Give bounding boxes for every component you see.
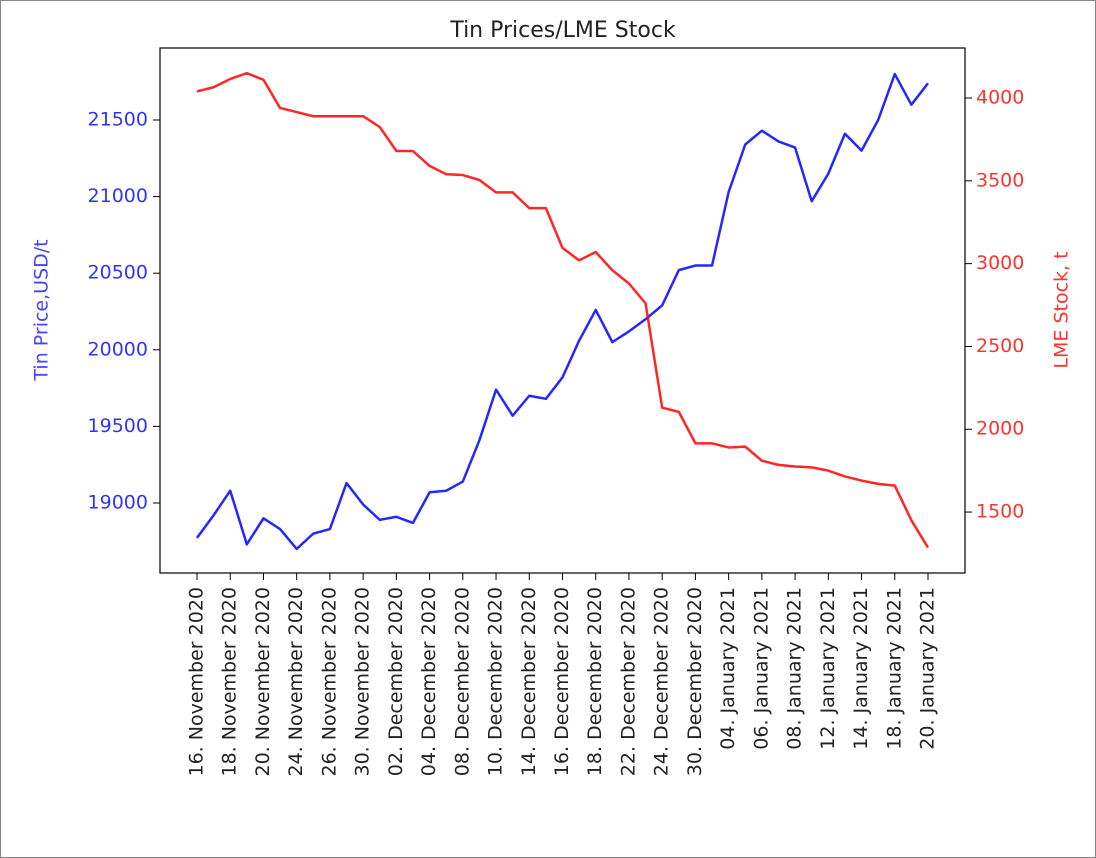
data-line (195, 72, 929, 551)
x-tick-label: 02. December 2020 (385, 587, 407, 776)
x-tick-label: 24. November 2020 (285, 587, 307, 777)
plot-frame (159, 47, 966, 574)
y-axis-label: Tin Price,USD/t (31, 239, 53, 381)
x-tick-label: 08. December 2020 (451, 587, 473, 776)
x-tick-label: 06. January 2021 (750, 587, 772, 750)
y2-tick-label: 2500 (976, 335, 1024, 357)
x-tick-label: 04. December 2020 (418, 587, 440, 776)
y-tick-label: 20500 (88, 262, 148, 284)
x-tick-label: 24. December 2020 (651, 587, 673, 776)
y-tick-label: 19500 (88, 415, 148, 437)
x-tick-label: 18. January 2021 (883, 587, 905, 750)
x-tick-label: 20. January 2021 (917, 587, 939, 750)
x-tick-label: 12. January 2021 (817, 587, 839, 750)
y2-tick-label: 4000 (976, 87, 1024, 109)
x-tick-label: 14. December 2020 (518, 587, 540, 776)
y2-tick-label: 3500 (976, 169, 1024, 191)
y2-axis-label: LME Stock, t (1051, 251, 1073, 368)
y2-tick-label: 3000 (976, 252, 1024, 274)
x-tick-label: 16. November 2020 (186, 587, 208, 777)
x-tick-label: 20. November 2020 (252, 587, 274, 777)
x-tick-label: 16. December 2020 (551, 587, 573, 776)
x-tick-label: 18. November 2020 (219, 587, 241, 777)
x-tick-label: 10. December 2020 (485, 587, 507, 776)
y-tick-label: 21000 (88, 185, 148, 207)
y-tick-label: 19000 (88, 491, 148, 513)
x-tick-label: 26. November 2020 (318, 587, 340, 777)
chart-title: Tin Prices/LME Stock (449, 18, 676, 43)
y-tick-label: 20000 (88, 338, 148, 360)
data-line (196, 71, 930, 549)
x-tick-label: 30. November 2020 (352, 587, 374, 777)
x-tick-label: 30. December 2020 (684, 587, 706, 776)
x-tick-label: 04. January 2021 (717, 587, 739, 750)
y2-tick-label: 1500 (976, 501, 1024, 523)
x-tick-label: 22. December 2020 (617, 587, 639, 776)
x-tick-label: 14. January 2021 (850, 587, 872, 750)
x-tick-label: 08. January 2021 (784, 587, 806, 750)
x-tick-label: 18. December 2020 (584, 587, 606, 776)
y-tick-label: 21500 (88, 109, 148, 131)
y2-tick-label: 2000 (976, 418, 1024, 440)
